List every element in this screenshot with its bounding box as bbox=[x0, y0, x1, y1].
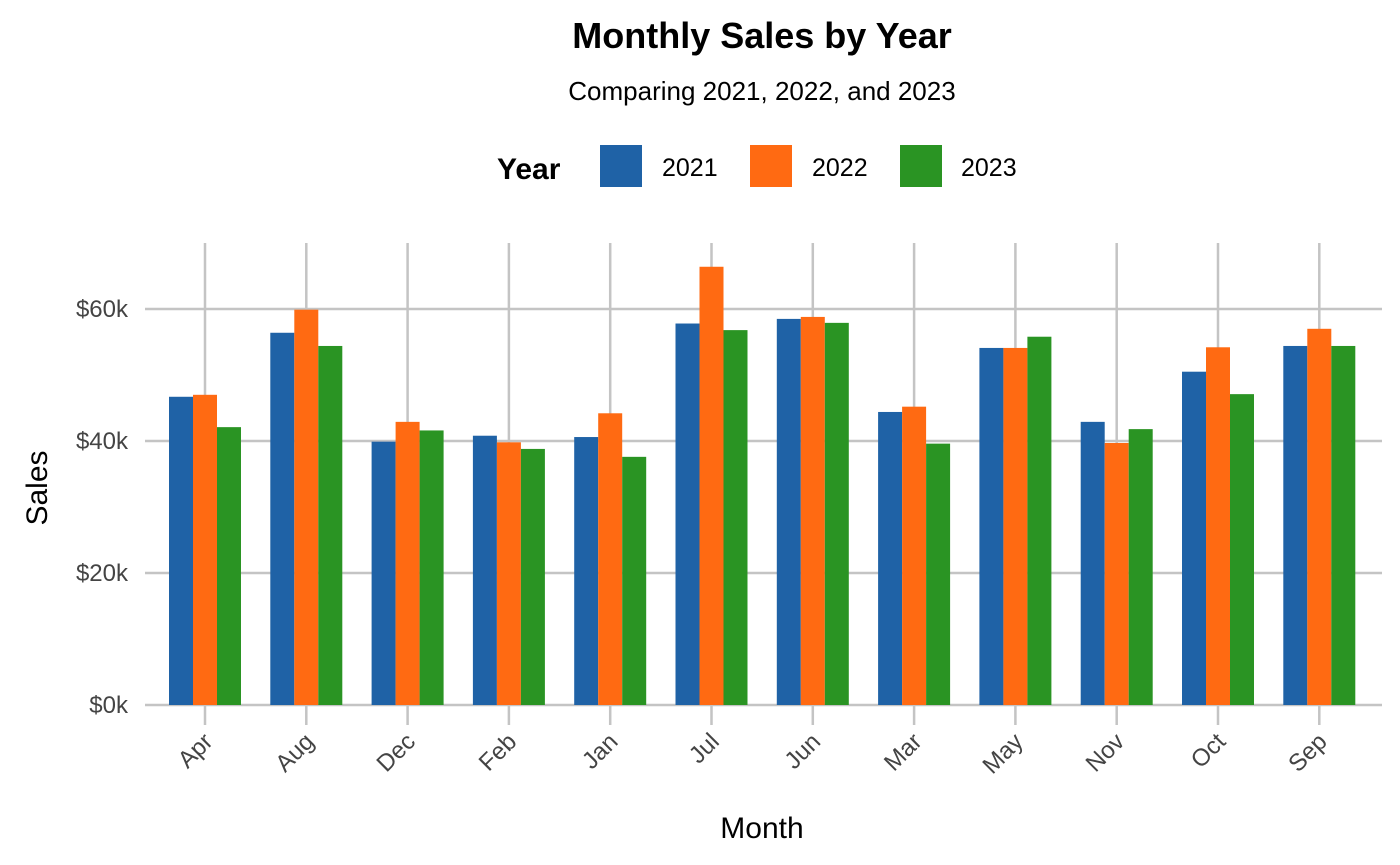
x-tick-label-oct: Oct bbox=[1186, 728, 1232, 774]
bar-2023-oct bbox=[1230, 394, 1254, 705]
bar-2022-aug bbox=[294, 309, 319, 705]
x-tick-label-dec: Dec bbox=[372, 728, 421, 777]
x-tick-label-may: May bbox=[977, 728, 1028, 779]
bar-2022-nov bbox=[1104, 442, 1129, 705]
bars bbox=[169, 266, 1356, 705]
y-tick-label: $60k bbox=[76, 296, 129, 323]
y-tick-label: $40k bbox=[76, 428, 129, 455]
x-axis-label: Month bbox=[720, 812, 803, 845]
bar-2023-may bbox=[1027, 336, 1052, 705]
bar-2022-may bbox=[1003, 347, 1028, 705]
bar-2022-jun bbox=[800, 316, 825, 705]
bar-2022-feb bbox=[496, 442, 521, 705]
bar-2021-mar bbox=[878, 411, 903, 705]
x-tick-label-jul: Jul bbox=[684, 728, 725, 769]
y-axis-label: Sales bbox=[21, 450, 54, 525]
bar-2021-aug bbox=[270, 332, 295, 705]
bar-2022-mar bbox=[902, 406, 927, 705]
bar-2023-feb bbox=[520, 448, 545, 705]
legend-label-2022: 2022 bbox=[812, 154, 868, 182]
bar-2021-sep bbox=[1283, 345, 1308, 705]
bar-2021-jun bbox=[776, 318, 801, 705]
bar-2021-dec bbox=[371, 441, 396, 705]
bar-2023-apr bbox=[217, 427, 241, 705]
bar-2021-jul bbox=[675, 323, 700, 705]
bar-2021-jan bbox=[574, 437, 599, 705]
bar-2023-jul bbox=[723, 330, 748, 705]
x-tick-label-jun: Jun bbox=[780, 728, 826, 774]
bar-2023-mar bbox=[926, 443, 951, 705]
bar-2021-feb bbox=[472, 435, 497, 705]
bar-2023-sep bbox=[1331, 345, 1356, 705]
bar-2022-jan bbox=[598, 413, 623, 705]
x-tick-label-feb: Feb bbox=[474, 728, 522, 776]
bar-2023-jun bbox=[824, 322, 849, 705]
x-tick-label-nov: Nov bbox=[1081, 728, 1130, 777]
x-tick-label-aug: Aug bbox=[270, 728, 319, 777]
legend-key-2021 bbox=[600, 145, 642, 187]
bar-2021-oct bbox=[1182, 371, 1206, 705]
bar-2022-sep bbox=[1307, 328, 1332, 705]
bar-2022-jul bbox=[699, 266, 724, 705]
bar-2022-dec bbox=[395, 421, 420, 705]
bar-2021-apr bbox=[169, 396, 193, 705]
legend-label-2021: 2021 bbox=[662, 154, 718, 182]
bar-2021-nov bbox=[1080, 421, 1105, 705]
y-tick-label: $0k bbox=[89, 692, 129, 719]
x-tick-label-sep: Sep bbox=[1283, 728, 1332, 777]
x-axis-ticks: Apr Aug Dec Feb Jan Jul Jun Mar May Nov Oct Sep bbox=[173, 728, 1333, 779]
legend: Year 2021 2022 2023 bbox=[497, 145, 1017, 187]
bar-2023-jan bbox=[622, 456, 647, 705]
y-axis-ticks: $0k $20k $40k $60k bbox=[76, 296, 129, 719]
bar-2023-dec bbox=[419, 430, 444, 705]
bar-2023-aug bbox=[318, 345, 343, 705]
y-tick-label: $20k bbox=[76, 560, 129, 587]
legend-key-2022 bbox=[750, 145, 792, 187]
x-tick-label-jan: Jan bbox=[577, 728, 623, 774]
bar-2021-may bbox=[979, 347, 1004, 705]
bar-2022-apr bbox=[193, 394, 217, 705]
x-tick-label-apr: Apr bbox=[173, 728, 219, 774]
legend-title: Year bbox=[497, 153, 561, 186]
bar-2022-oct bbox=[1206, 347, 1230, 705]
legend-label-2023: 2023 bbox=[961, 154, 1017, 182]
chart-subtitle: Comparing 2021, 2022, and 2023 bbox=[568, 76, 955, 106]
bar-2023-nov bbox=[1128, 429, 1153, 705]
chart-title: Monthly Sales by Year bbox=[572, 15, 952, 56]
x-tick-label-mar: Mar bbox=[879, 728, 927, 776]
legend-key-2023 bbox=[900, 145, 942, 187]
